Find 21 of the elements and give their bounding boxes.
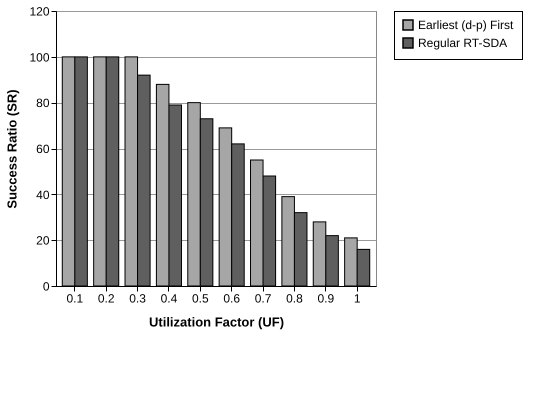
- x-tick-label: 0.9: [317, 292, 334, 306]
- legend-label: Earliest (d-p) First: [418, 18, 514, 32]
- x-tick-label: 0.8: [286, 292, 304, 306]
- y-tick-label: 0: [42, 280, 50, 294]
- x-tick-label: 0.3: [129, 292, 146, 306]
- y-tick-label: 80: [36, 96, 50, 110]
- x-tick-label: 0.1: [66, 292, 84, 306]
- x-tick-label: 0.4: [160, 292, 178, 306]
- y-tick-label: 20: [36, 234, 50, 248]
- y-tick-label: 120: [29, 4, 50, 18]
- legend-label: Regular RT-SDA: [418, 36, 508, 50]
- x-tick-label: 0.7: [254, 292, 272, 306]
- x-tick-label: 1: [354, 292, 361, 306]
- y-tick-label: 60: [36, 142, 50, 156]
- x-tick-label: 0.6: [223, 292, 240, 306]
- y-tick-label: 40: [36, 188, 50, 202]
- y-tick-label: 100: [29, 50, 50, 64]
- x-axis-title: Utilization Factor (UF): [148, 314, 284, 330]
- x-tick-label: 0.5: [192, 292, 209, 306]
- y-axis-title: Success Ratio (SR): [4, 89, 20, 209]
- x-tick-label: 0.2: [98, 292, 115, 306]
